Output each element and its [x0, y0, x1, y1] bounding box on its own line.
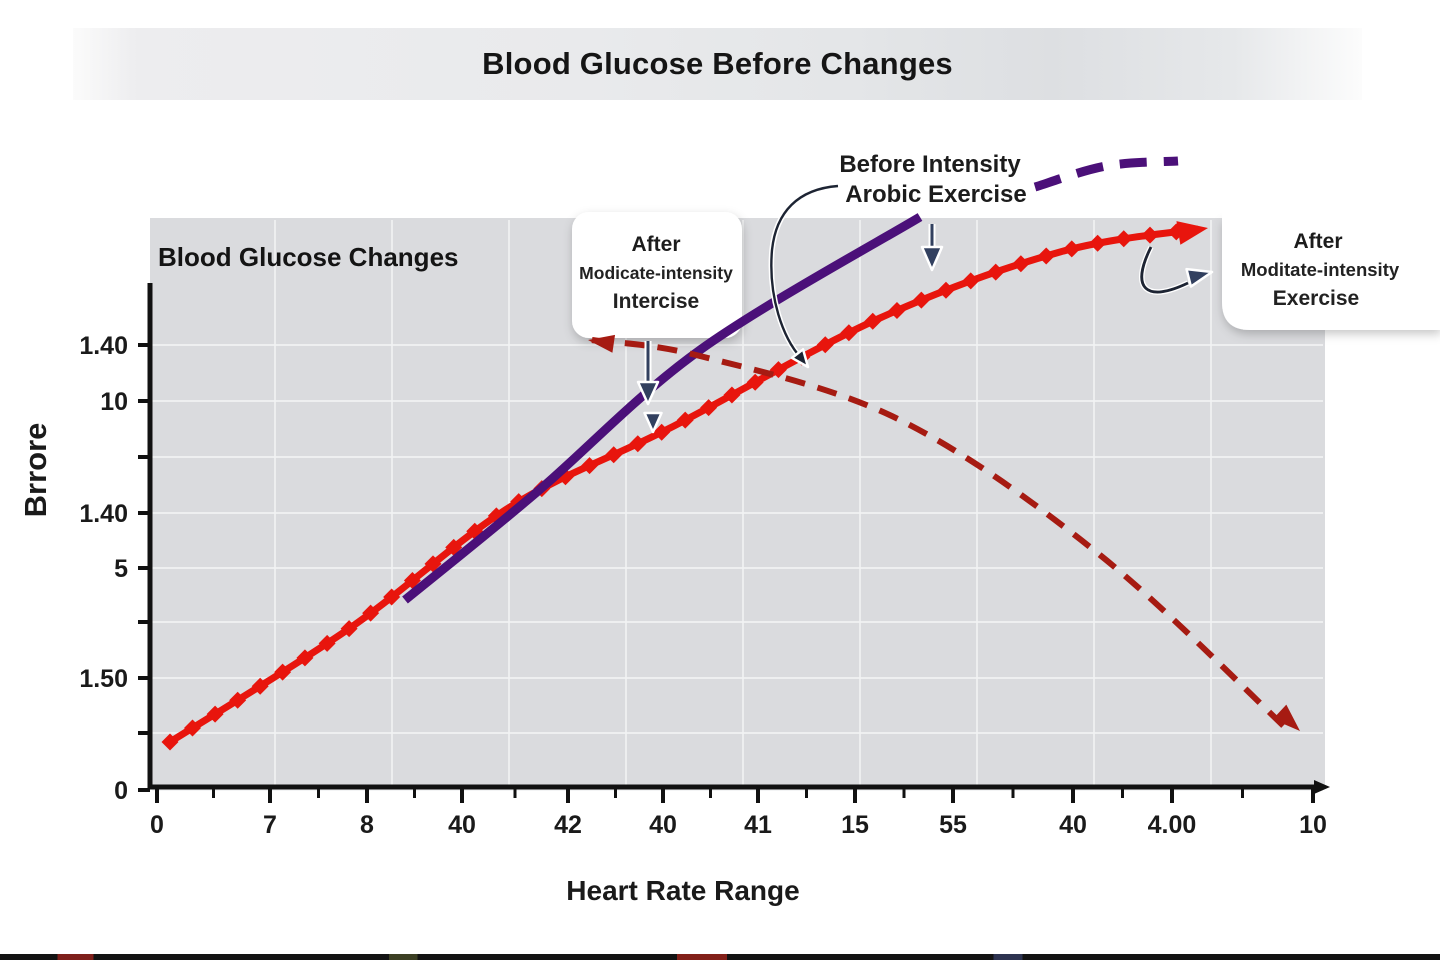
annotation-cutout-right-top — [1222, 140, 1440, 220]
y-tick-label: 5 — [114, 555, 128, 583]
diamond-marker — [912, 291, 930, 309]
diamond-marker — [251, 677, 269, 695]
x-tick-label: 15 — [841, 811, 869, 839]
annotation-box-after-left — [572, 212, 742, 338]
diamond-marker — [318, 634, 336, 652]
diamond-marker — [723, 386, 741, 404]
x-tick-label: 41 — [744, 811, 772, 839]
after-moderate-intensity-exercise-red-marker-line-end-arrowhead — [1176, 221, 1208, 245]
x-tick-label: 8 — [360, 811, 374, 839]
axes-group: 1.40 10 1.40 5 1.50 00 7 8 40 42 40 41 15 55 40 4.00 10 — [79, 283, 1327, 839]
diamond-marker — [229, 691, 247, 709]
title-banner: Blood Glucose Before Changes — [73, 28, 1362, 100]
grid-lines — [152, 220, 1323, 791]
annotation-after-left-line2: Modicate-intensity — [579, 263, 733, 283]
diamond-marker — [161, 733, 179, 751]
diamond-marker — [274, 663, 292, 681]
annotation-before-line2: Arobic Exercise — [845, 181, 1026, 208]
leader-after-right-curved-line — [1140, 246, 1189, 294]
diamond-marker — [840, 324, 858, 342]
diamond-marker — [383, 588, 401, 606]
diamond-marker — [769, 361, 787, 379]
diamond-marker — [676, 411, 694, 429]
diamond-marker — [962, 272, 980, 290]
chart-title: Blood Glucose Before Changes — [482, 46, 953, 81]
dark-red-dashed-declining-curve — [591, 337, 1293, 735]
diamond-marker — [987, 263, 1005, 281]
diamond-marker — [362, 604, 380, 622]
arrowheads — [588, 221, 1330, 794]
x-tick-label: 7 — [263, 811, 277, 839]
dark-red-dashed-declining-curve-start-arrowhead — [588, 334, 616, 353]
annotation-cutout-right — [1222, 218, 1440, 330]
x-tick-label: 42 — [554, 811, 582, 839]
x-tick-label: 40 — [1059, 811, 1087, 839]
plot-inner-title: Blood Glucose Changes — [158, 242, 459, 272]
y-axis-title: Brrore — [18, 423, 53, 518]
diamond-marker — [1063, 240, 1081, 258]
y-tick-label: 1.40 — [79, 500, 128, 528]
after-right-arrowhead — [1185, 267, 1214, 288]
y-tick-label: 1.50 — [79, 665, 128, 693]
diamond-marker — [816, 336, 834, 354]
after-left-down-arrowhead-2 — [643, 411, 663, 434]
diamond-marker — [1141, 226, 1159, 244]
diamond-marker — [746, 373, 764, 391]
x-tick-label: 40 — [448, 811, 476, 839]
y-tick-label: 10 — [100, 388, 128, 416]
y-tick-label: 1.40 — [79, 332, 128, 360]
x-tick-label: 0 — [150, 811, 164, 839]
diamond-marker — [1012, 255, 1030, 273]
x-tick-label: 55 — [939, 811, 967, 839]
diamond-marker — [581, 457, 599, 475]
annotation-before-line1: Before Intensity — [839, 151, 1021, 178]
diamond-marker — [888, 301, 906, 319]
before-intensity-aerobic-exercise-purple-line — [402, 213, 923, 604]
annotation-after-right-line1: After — [1293, 230, 1342, 253]
diamond-marker — [184, 719, 202, 737]
diamond-marker — [629, 435, 647, 453]
annotation-after-left-line1: After — [631, 233, 680, 256]
diamond-marker — [864, 312, 882, 330]
dark-red-dashed-declining-curve-end-arrowhead — [1272, 704, 1300, 731]
bottom-edge-strip — [0, 954, 1440, 960]
annotation-after-right-line3: Exercise — [1273, 287, 1359, 310]
annotation-leader-lines — [644, 183, 1190, 386]
purple-dashed-segment-top-right — [1033, 156, 1179, 192]
before-curved-arrowhead — [790, 348, 810, 369]
leader-before-curved-line — [770, 184, 839, 359]
x-axis-arrowhead — [1314, 780, 1330, 794]
diamond-marker — [340, 620, 358, 638]
diamond-marker — [1037, 247, 1055, 265]
after-left-down-arrowhead — [636, 380, 660, 406]
series-group — [161, 156, 1293, 751]
diamond-marker — [700, 399, 718, 417]
diamond-marker — [653, 423, 671, 441]
x-tick-label: 10 — [1299, 811, 1327, 839]
x-tick-label: 40 — [649, 811, 677, 839]
diamond-marker — [296, 649, 314, 667]
diamond-marker — [1115, 230, 1133, 248]
annotation-after-right-line2: Moditate-intensity — [1241, 259, 1400, 280]
diamond-marker — [605, 446, 623, 464]
x-axis-title: Heart Rate Range — [566, 875, 799, 906]
before-down-arrowhead — [920, 245, 944, 272]
diamond-marker — [1089, 234, 1107, 252]
diamond-marker — [206, 705, 224, 723]
diamond-marker — [937, 281, 955, 299]
annotation-after-left-line3: Intercise — [613, 290, 699, 313]
x-tick-label: 4.00 — [1148, 811, 1197, 839]
y-tick-label: 0 — [114, 777, 128, 805]
